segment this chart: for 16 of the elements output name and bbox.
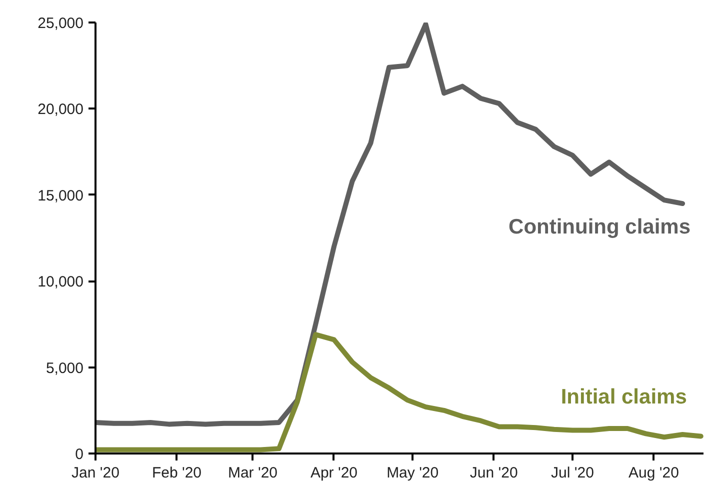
x-tick-label: Apr '20: [310, 464, 358, 482]
y-tick-label: 5,000: [46, 360, 84, 377]
x-tick-label: Jul '20: [551, 464, 594, 482]
x-tick-label: Mar '20: [228, 464, 278, 482]
x-tick-label: Feb '20: [152, 464, 202, 482]
series-label: Continuing claims: [508, 216, 691, 239]
y-tick-label: 25,000: [38, 15, 84, 32]
series-label: Initial claims: [560, 385, 687, 408]
x-tick-label: Aug '20: [628, 464, 679, 482]
y-tick-label: 0: [75, 446, 84, 463]
x-tick-label: Jun '20: [470, 464, 518, 482]
y-tick-label: 20,000: [38, 101, 84, 118]
x-tick-label: May '20: [386, 464, 439, 482]
x-tick-label: Jan '20: [72, 464, 120, 482]
y-tick-label: 10,000: [38, 274, 84, 291]
y-tick-label: 15,000: [38, 187, 84, 204]
